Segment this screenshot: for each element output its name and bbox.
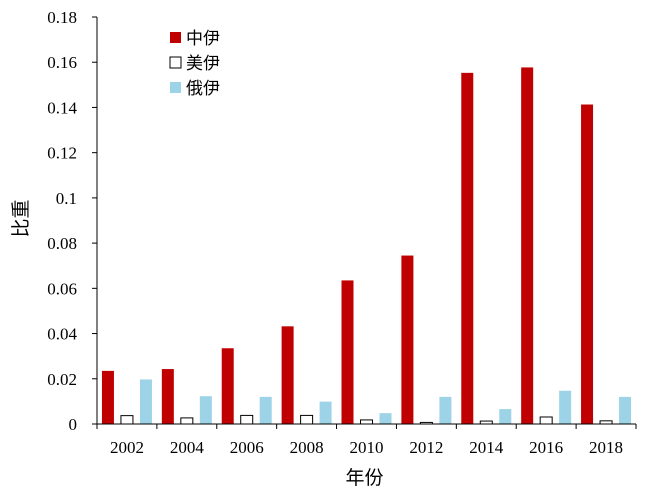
y-axis-label: 比重	[10, 199, 32, 237]
bar-2008-series-2	[319, 401, 332, 424]
bar-2016-series-2	[559, 390, 572, 424]
bar-2014-series-0	[461, 72, 474, 425]
bars	[101, 67, 632, 425]
y-tick-label: 0.06	[47, 279, 77, 298]
x-tick-label: 2012	[409, 438, 443, 457]
axes	[96, 17, 636, 425]
bar-2004-series-2	[199, 396, 212, 424]
bar-2006-series-1	[240, 414, 254, 425]
y-tick-label: 0.14	[47, 98, 77, 117]
bar-2012-series-0	[401, 255, 414, 424]
bar-2010-series-2	[379, 413, 392, 424]
bar-2016-series-0	[521, 67, 534, 424]
y-ticks: 0 0.02 0.04 0.06 0.08 0.1 0.12 0.14 0.16 0.18	[47, 8, 97, 434]
x-ticks: 2002 2004 2006 2008 2010 2012 2014 2016 2018	[96, 424, 637, 457]
bar-2012-series-2	[439, 396, 452, 424]
legend-swatch-series-1	[169, 56, 182, 69]
x-tick-label: 2016	[529, 438, 563, 457]
bar-2002-series-1	[120, 415, 134, 425]
y-tick-label: 0.02	[47, 370, 77, 389]
x-tick-label: 2004	[170, 438, 205, 457]
legend-label-series-0: 中伊	[186, 29, 220, 49]
legend-swatch-series-2	[170, 82, 181, 93]
legend-swatch-series-0	[170, 32, 181, 43]
x-tick-label: 2002	[110, 438, 144, 457]
bar-2006-series-2	[259, 396, 272, 424]
bar-2002-series-2	[139, 379, 152, 424]
bar-2008-series-0	[281, 326, 294, 424]
bar-2002-series-0	[101, 370, 114, 424]
y-tick-label: 0	[69, 415, 78, 434]
x-tick-label: 2006	[230, 438, 264, 457]
x-axis-label: 年份	[345, 467, 383, 489]
x-tick-label: 2010	[350, 438, 384, 457]
bar-2014-series-2	[499, 409, 512, 424]
bar-2018-series-2	[619, 396, 632, 424]
y-tick-label: 0.08	[47, 234, 77, 253]
bar-2006-series-0	[221, 348, 234, 424]
bar-2004-series-1	[180, 417, 194, 425]
bar-2018-series-0	[581, 104, 594, 424]
x-tick-label: 2018	[589, 438, 623, 457]
x-tick-label: 2014	[469, 438, 504, 457]
y-tick-label: 0.12	[47, 144, 77, 163]
legend-label-series-1: 美伊	[186, 54, 220, 74]
y-tick-label: 0.1	[56, 189, 77, 208]
bar-2010-series-0	[341, 280, 354, 424]
y-tick-label: 0.16	[47, 53, 77, 72]
legend-label-series-2: 俄伊	[186, 79, 220, 99]
bar-2016-series-1	[539, 416, 553, 425]
bar-2004-series-0	[161, 369, 174, 424]
y-tick-label: 0.18	[47, 8, 77, 27]
bar-2010-series-1	[360, 419, 373, 425]
y-tick-label: 0.04	[47, 325, 77, 344]
bar-2008-series-1	[300, 414, 314, 425]
x-tick-label: 2008	[290, 438, 324, 457]
